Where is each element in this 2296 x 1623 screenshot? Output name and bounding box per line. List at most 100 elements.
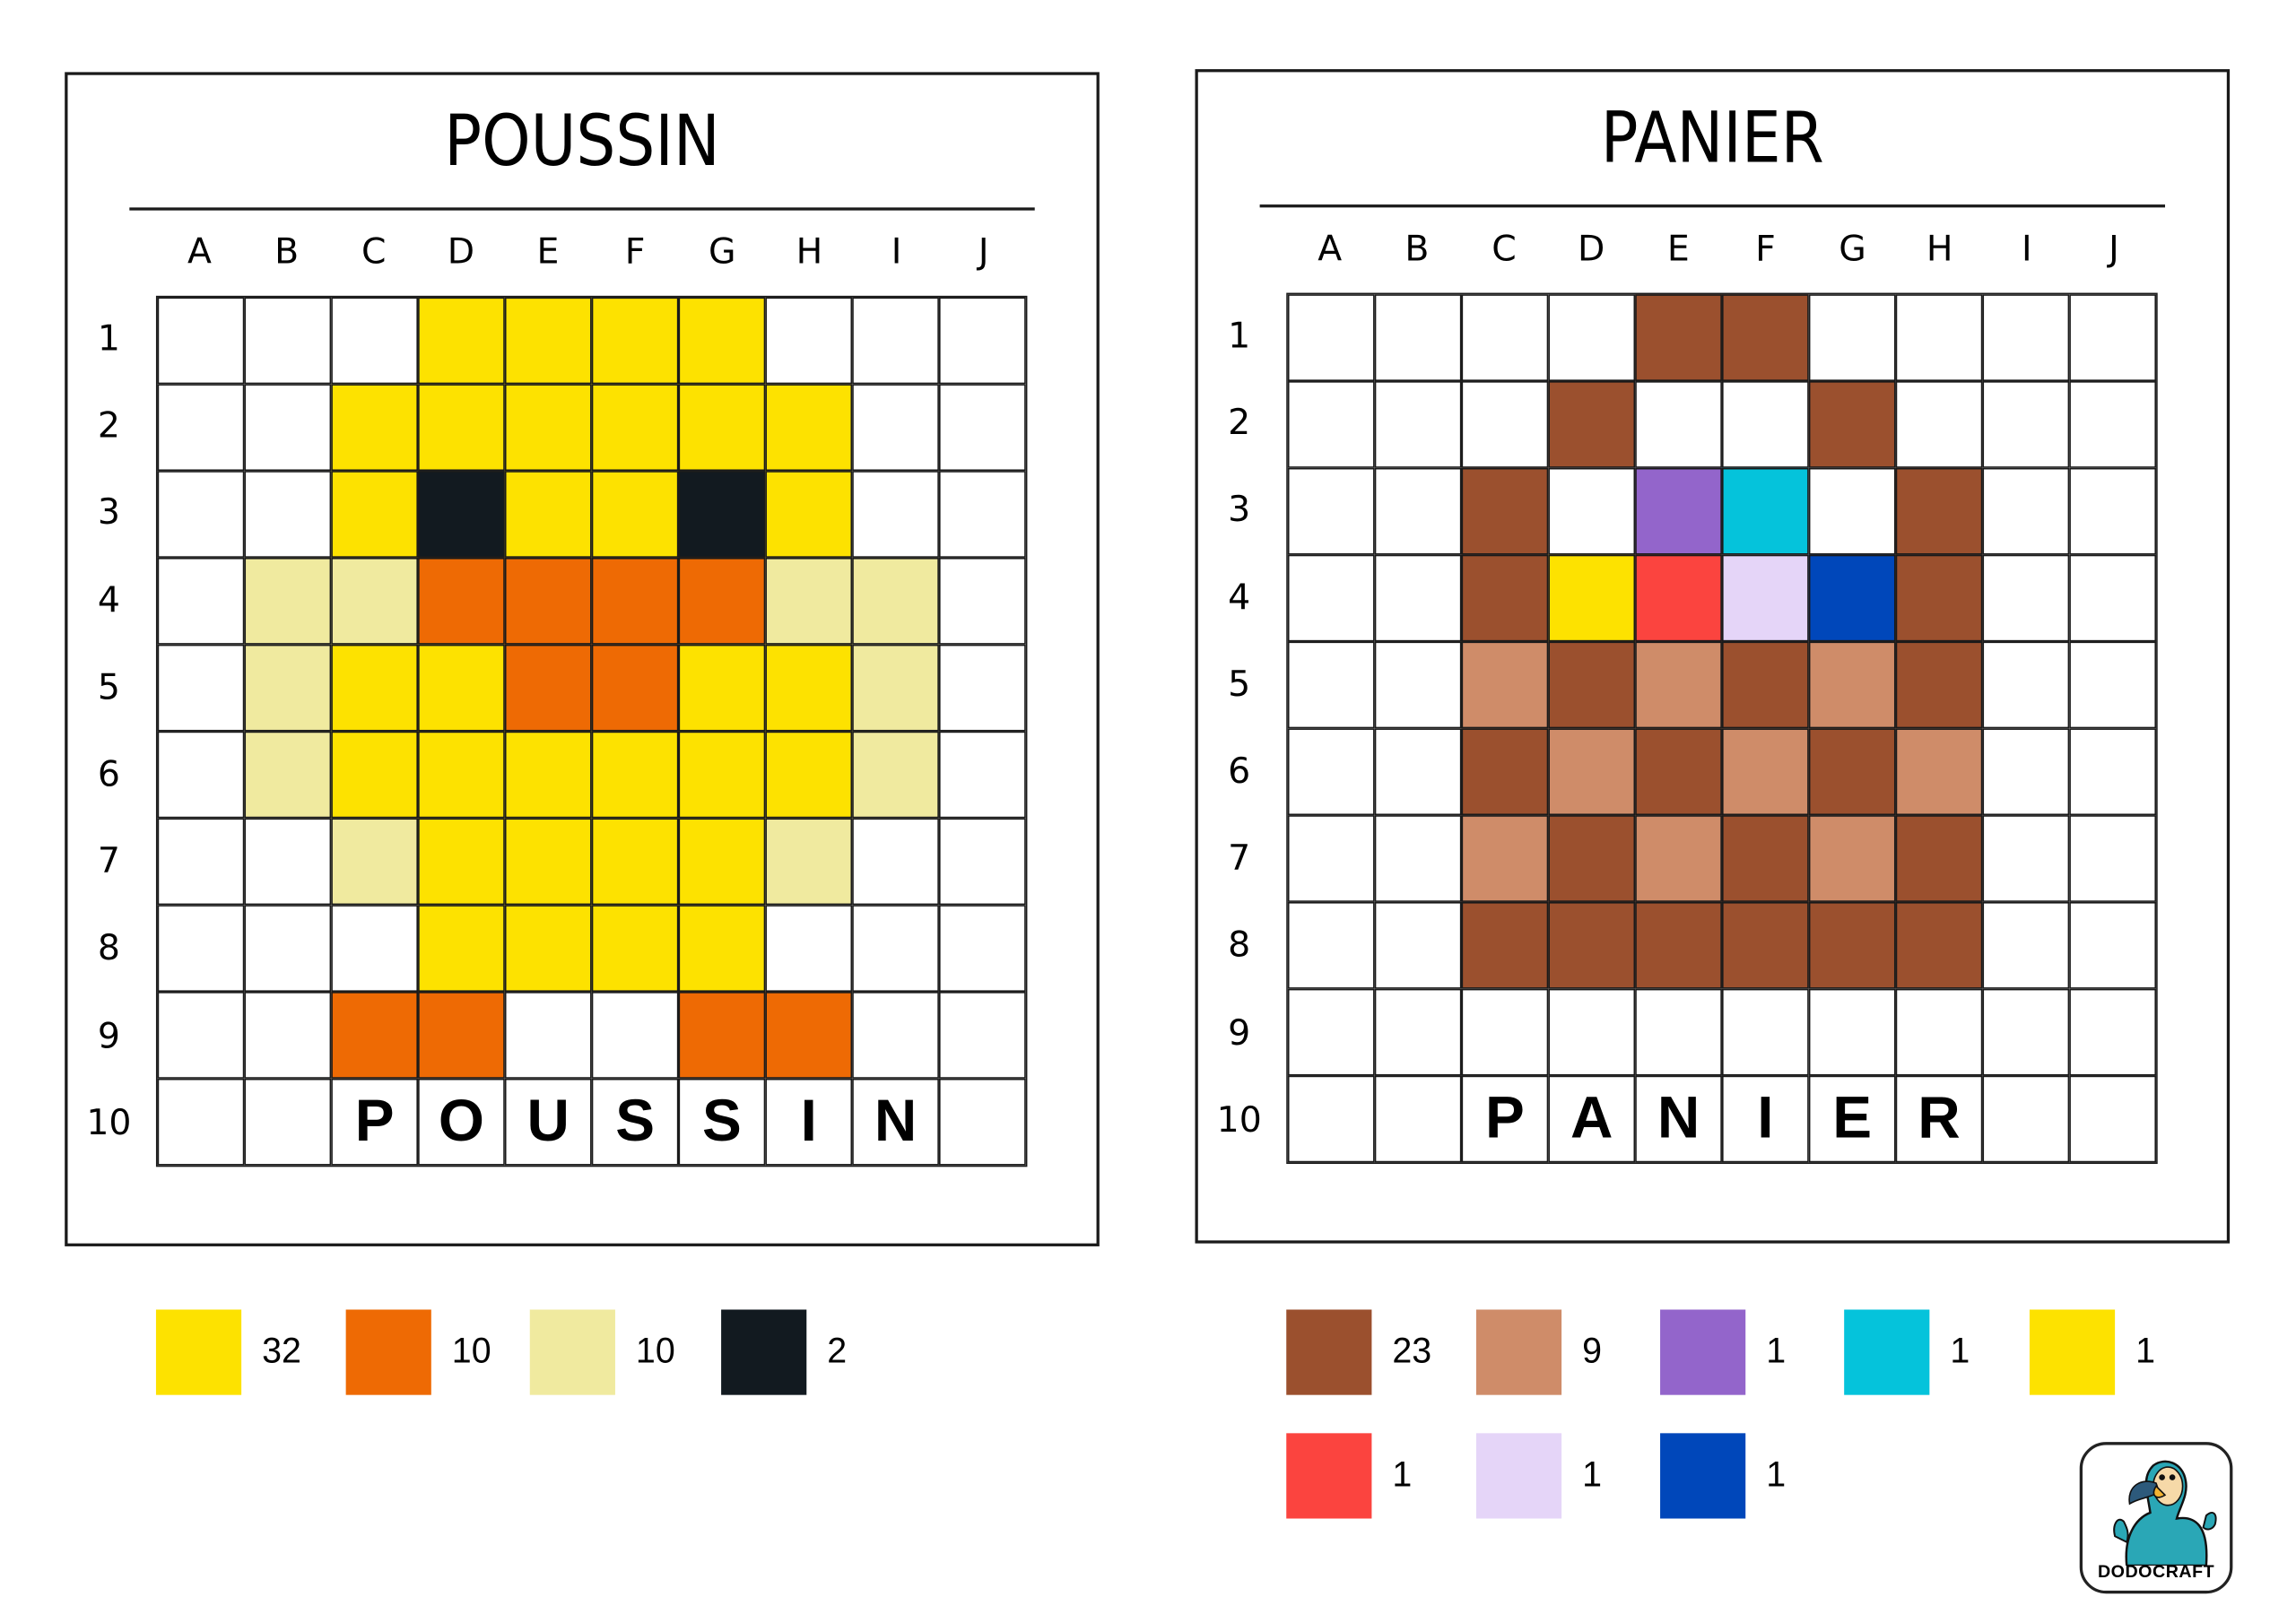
grid-cell [1982,381,2070,468]
row-label: 5 [1228,663,1251,705]
grid-cell [1461,988,1549,1076]
color-count: 10 [451,1332,491,1372]
row-label: 6 [1228,750,1251,792]
grid-cell [504,557,592,645]
grid-cell [765,471,853,558]
grid-cell [157,731,245,819]
grid-cell [1548,467,1636,555]
color-swatch [529,1309,615,1395]
grid-cell [678,992,766,1079]
grid-cell [1721,901,1809,989]
grid-cell [331,471,419,558]
grid-cell [1721,294,1809,382]
grid-cell [1461,381,1549,468]
grid-cell [765,384,853,472]
grid-cell [1982,294,2070,382]
grid-cell [1808,294,1896,382]
grid-cell [1808,467,1896,555]
grid-cell [1721,554,1809,642]
grid-cell [852,992,939,1079]
row-label: 5 [97,665,120,707]
grid-cell [1374,1075,1462,1163]
row-label: 4 [1228,576,1251,618]
legend-item: 1 [1475,1433,1602,1519]
grid-cell [852,471,939,558]
row-label: 2 [1228,402,1251,444]
color-count: 1 [1582,1454,1602,1496]
legend-item: 10 [345,1309,491,1395]
grid-cell [1895,294,1983,382]
grid-cell [244,1078,332,1166]
word-letter-cell: P [1461,1075,1549,1163]
legend-item: 23 [1286,1309,1431,1395]
grid-cell [1721,641,1809,729]
grid-cell [2069,381,2157,468]
grid-cell [157,557,245,645]
row-label: 7 [97,840,120,882]
grid-cell [765,731,853,819]
column-label: B [274,230,300,273]
grid-cell [938,471,1026,558]
grid-cell [157,818,245,906]
legend-item: 1 [1844,1309,1970,1395]
grid-cell [1635,641,1722,729]
grid-cell [418,471,505,558]
grid-cell [591,471,679,558]
grid-cell [1548,381,1636,468]
word-letter-cell: O [418,1078,505,1166]
column-label: D [1577,228,1605,270]
row-labels: 1 2 3 4 5 6 7 8 9 10 [1207,293,1272,1164]
grid-cell [2069,728,2157,816]
column-label: C [361,230,387,273]
grid-cell [244,818,332,906]
grid-cell [1635,988,1722,1076]
grid-cell [1287,728,1375,816]
column-label: H [796,230,823,273]
grid-cell [1374,988,1462,1076]
row-label: 4 [97,578,120,621]
grid-cell [1895,728,1983,816]
grid-cell [157,297,245,385]
grid-cell [765,644,853,732]
grid-cell [2069,901,2157,989]
grid-cell [2069,641,2157,729]
row-label: 6 [97,753,120,795]
row-label: 3 [97,491,120,534]
grid-cell [1982,815,2070,902]
grid-cell [1461,728,1549,816]
column-label: I [2021,228,2032,270]
grid-cell [1635,554,1722,642]
legend-item: 10 [529,1309,675,1395]
grid-cell [2069,1075,2157,1163]
grid-cell [244,471,332,558]
grid-cell [1461,901,1549,989]
legend-item: 32 [155,1309,301,1395]
grid-cell [504,731,592,819]
color-swatch [155,1309,242,1395]
grid-cell [1635,381,1722,468]
word-letter-cell: S [678,1078,766,1166]
grid-cell [1374,294,1462,382]
grid-cell [1982,641,2070,729]
row-label: 7 [1228,837,1251,879]
color-swatch [1286,1433,1372,1519]
grid-cell [1895,988,1983,1076]
word-letter-cell: R [1895,1075,1983,1163]
color-count: 32 [262,1332,301,1372]
grid-cell [1461,467,1549,555]
grid-cell [1982,1075,2070,1163]
color-count: 1 [2135,1332,2156,1372]
row-label: 2 [97,404,120,447]
grid-cell [244,557,332,645]
grid-cell [678,471,766,558]
grid-cell [765,905,853,993]
grid-cell [938,818,1026,906]
grid-cell [765,557,853,645]
grid-cell [1808,815,1896,902]
grid-cell [418,731,505,819]
grid-cell [157,992,245,1079]
grid-cell [678,818,766,906]
grid-cell [1461,294,1549,382]
grid-cell [244,731,332,819]
